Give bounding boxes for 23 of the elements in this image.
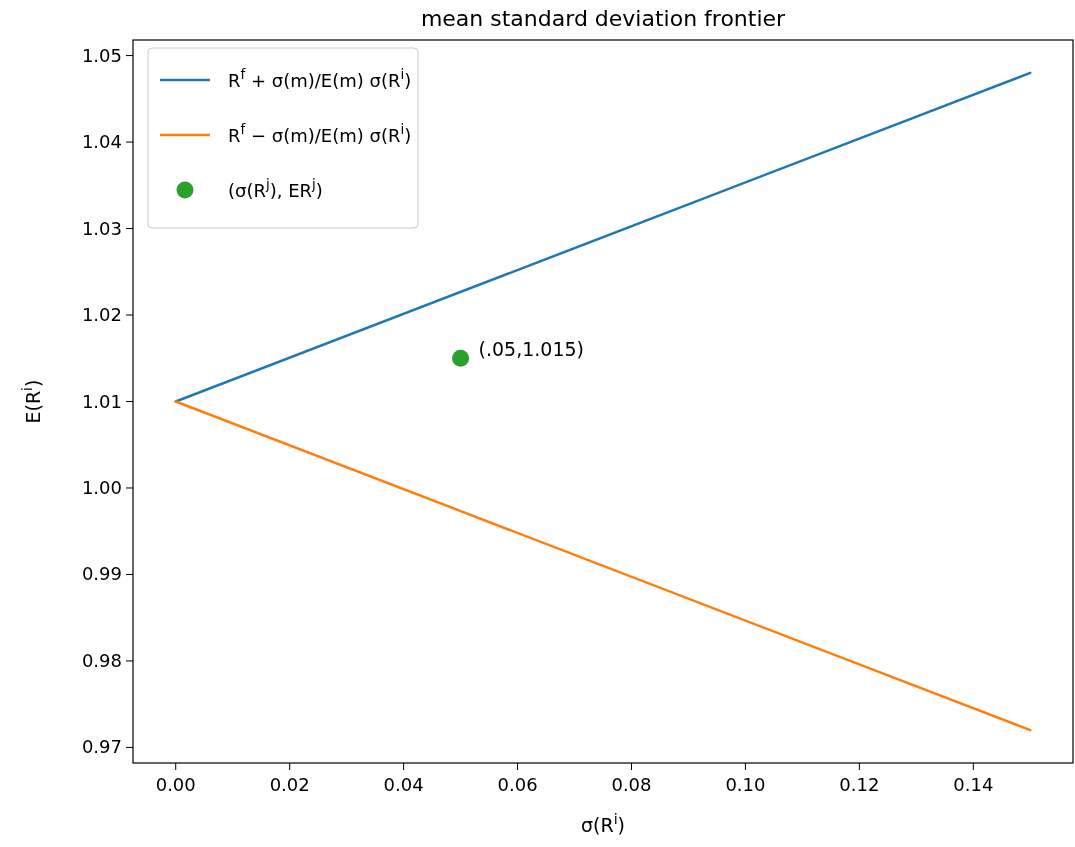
x-tick-label: 0.02 <box>269 774 310 795</box>
x-tick-label: 0.12 <box>839 774 880 795</box>
legend-label: R$^{f}$ + σ(m)/E(m) σ(R$^{i}$) <box>228 66 412 91</box>
x-tick-label: 0.08 <box>611 774 652 795</box>
y-tick-label: 0.99 <box>81 563 122 585</box>
y-tick-label: 1.03 <box>81 217 122 239</box>
y-tick-label: 1.02 <box>81 304 122 326</box>
x-tick-label: 0.14 <box>953 774 994 795</box>
y-tick-label: 1.01 <box>81 390 122 412</box>
legend-label: (σ(R$^{j}$), ER$^{j}$) <box>228 176 323 201</box>
x-tick-label: 0.04 <box>383 774 424 795</box>
x-tick-label: 0.00 <box>155 774 196 795</box>
x-tick-label: 0.06 <box>497 774 538 795</box>
y-tick-label: 1.05 <box>81 44 122 66</box>
y-tick-label: 1.04 <box>81 131 122 153</box>
y-tick-label: 1.00 <box>81 476 122 498</box>
annotation: (.05,1.015) <box>478 338 585 361</box>
y-tick-label: 0.98 <box>81 649 122 671</box>
y-tick-label: 0.97 <box>81 736 122 758</box>
legend-label: R$^{f}$ − σ(m)/E(m) σ(R$^{i}$) <box>228 121 412 146</box>
x-tick-label: 0.10 <box>725 774 766 795</box>
x-axis-title: σ(R$^{i}$) <box>580 811 626 836</box>
chart-title: mean standard deviation frontier <box>420 6 787 31</box>
